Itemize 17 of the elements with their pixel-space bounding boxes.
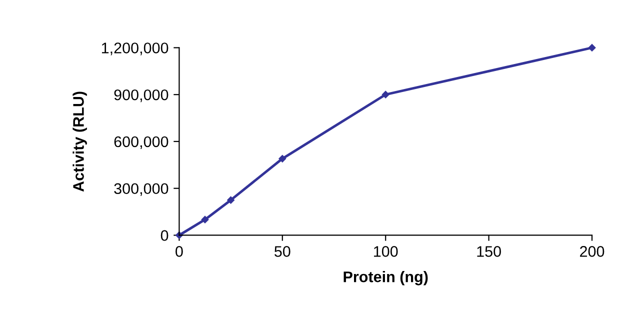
x-tick-label: 0: [176, 246, 183, 257]
point: [382, 90, 390, 98]
y-axis-title: Activity (RLU): [72, 92, 87, 192]
x-axis-title: Protein (ng): [344, 271, 428, 286]
y-tick-label: 0: [160, 230, 168, 241]
point: [278, 155, 286, 162]
y-tick-label: 1,200,000: [102, 42, 168, 56]
x-tick-label: 100: [374, 246, 398, 257]
x-tick-label: 150: [477, 246, 501, 257]
y-tick-label: 900,000: [114, 89, 168, 102]
point: [227, 196, 234, 204]
point: [588, 44, 596, 52]
x-tick-label: 50: [274, 246, 290, 257]
x-tick-label: 200: [580, 246, 604, 257]
point: [201, 216, 209, 224]
y-tick-label: 600,000: [114, 136, 168, 149]
y-tick-label: 300,000: [114, 183, 168, 196]
